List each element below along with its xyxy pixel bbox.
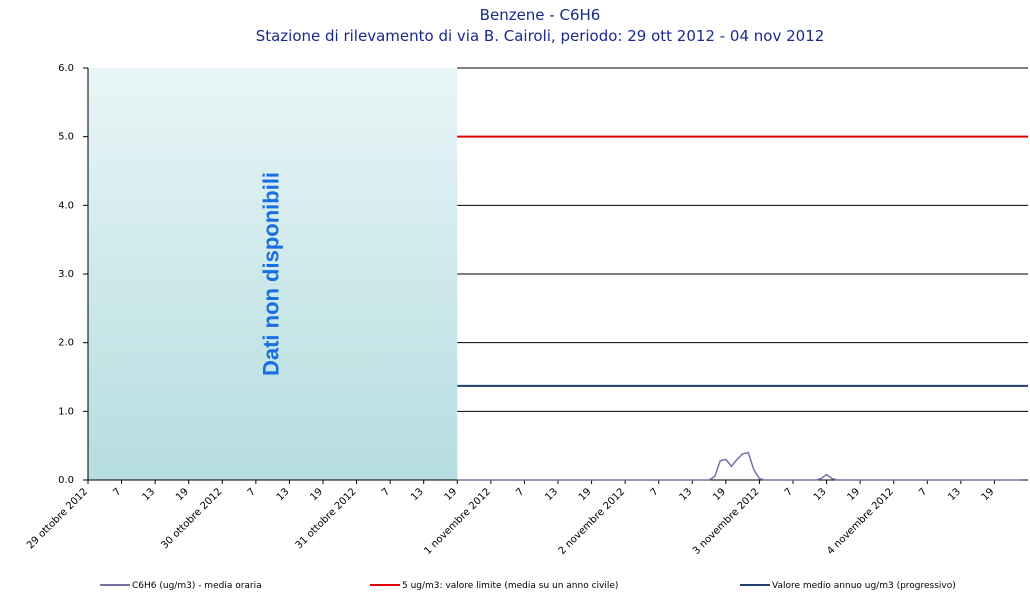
x-tick-label: 19 [174, 486, 191, 503]
x-tick-label: 19 [711, 486, 728, 503]
y-tick-label: 5.0 [58, 132, 74, 143]
x-tick-label: 13 [812, 486, 829, 503]
x-tick-label: 4 novembre 2012 [825, 486, 896, 557]
x-tick-label: 29 ottobre 2012 [25, 486, 90, 551]
x-tick-label: 19 [577, 486, 594, 503]
x-tick-label: 30 ottobre 2012 [159, 486, 224, 551]
x-tick-label: 7 [111, 486, 123, 498]
x-tick-label: 19 [308, 486, 325, 503]
y-tick-label: 1.0 [58, 406, 74, 417]
annotation: Dati non disponibili [258, 172, 283, 376]
x-tick-label: 13 [409, 486, 426, 503]
x-tick-label: 13 [275, 486, 292, 503]
legend-label: C6H6 (ug/m3) - media oraria [132, 581, 262, 591]
legend-label: 5 ug/m3: valore limite (media su un anno… [402, 581, 618, 591]
x-tick-label: 7 [783, 486, 795, 498]
x-tick-label: 19 [443, 486, 460, 503]
y-tick-label: 0.0 [58, 475, 74, 486]
x-tick-label: 1 novembre 2012 [422, 486, 493, 557]
y-tick-label: 6.0 [58, 63, 74, 74]
x-tick-label: 2 novembre 2012 [557, 486, 628, 557]
unavailable-region [88, 68, 458, 480]
x-tick-label: 13 [946, 486, 963, 503]
x-tick-label: 7 [917, 486, 929, 498]
x-tick-label: 13 [678, 486, 695, 503]
x-tick-label: 7 [514, 486, 526, 498]
chart-subtitle: Stazione di rilevamento di via B. Cairol… [256, 27, 825, 45]
y-tick-label: 3.0 [58, 269, 74, 280]
x-tick-label: 7 [246, 486, 258, 498]
x-tick-label: 13 [543, 486, 560, 503]
x-tick-label: 13 [140, 486, 157, 503]
x-tick-label: 19 [980, 486, 997, 503]
x-tick-label: 31 ottobre 2012 [294, 486, 359, 551]
series-line [457, 451, 1023, 481]
x-tick-label: 3 novembre 2012 [691, 486, 762, 557]
chart-title: Benzene - C6H6 [480, 6, 601, 24]
y-tick-label: 4.0 [58, 200, 74, 211]
legend-label: Valore medio annuo ug/m3 (progressivo) [772, 581, 956, 591]
x-tick-label: 7 [649, 486, 661, 498]
y-tick-label: 2.0 [58, 338, 74, 349]
x-tick-label: 7 [380, 486, 392, 498]
x-tick-label: 19 [845, 486, 862, 503]
